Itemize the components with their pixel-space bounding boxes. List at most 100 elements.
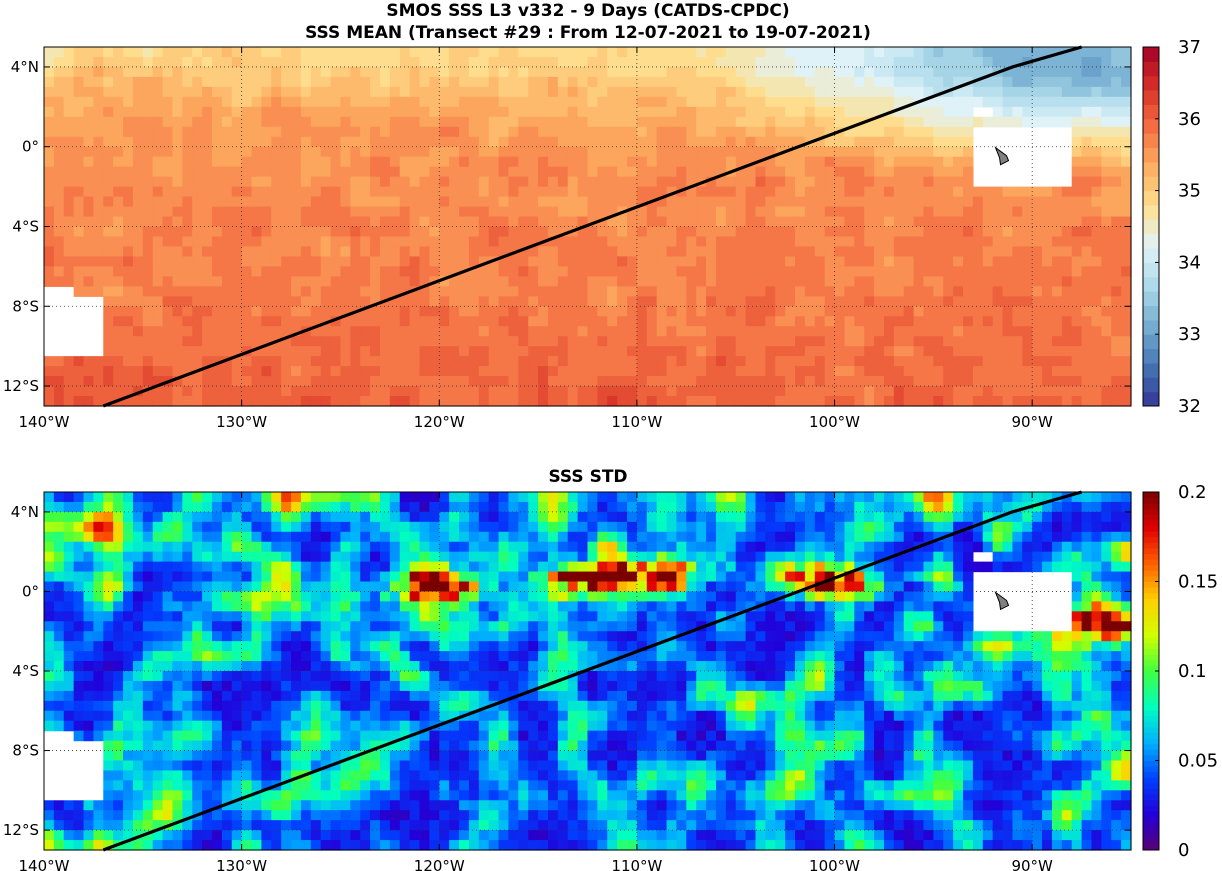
heatmap-cell xyxy=(864,386,875,397)
heatmap-cell xyxy=(923,66,934,78)
heatmap-cell xyxy=(399,356,411,367)
heatmap-cell xyxy=(340,336,351,347)
heatmap-cell xyxy=(241,316,253,327)
heatmap-cell xyxy=(785,336,796,347)
heatmap-cell xyxy=(874,551,885,563)
heatmap-cell xyxy=(547,551,559,563)
heatmap-cell xyxy=(123,56,134,68)
heatmap-cell xyxy=(795,356,806,367)
heatmap-cell xyxy=(271,296,282,307)
heatmap-cell xyxy=(775,396,786,407)
heatmap-cell xyxy=(607,296,618,307)
heatmap-cell xyxy=(538,286,549,297)
heatmap-cell xyxy=(449,126,460,138)
heatmap-cell xyxy=(646,186,658,198)
heatmap-cell xyxy=(656,246,668,258)
heatmap-cell xyxy=(1091,256,1102,267)
heatmap-cell xyxy=(1121,551,1132,563)
heatmap-cell xyxy=(468,126,480,138)
heatmap-cell xyxy=(1071,296,1083,307)
heatmap-cell xyxy=(735,296,747,307)
heatmap-cell xyxy=(577,136,589,148)
heatmap-cell xyxy=(745,186,757,198)
heatmap-cell xyxy=(696,47,707,58)
heatmap-cell xyxy=(63,236,75,248)
heatmap-cell xyxy=(53,86,65,98)
heatmap-cell xyxy=(547,492,559,503)
heatmap-cell xyxy=(53,246,65,258)
heatmap-cell xyxy=(824,96,836,108)
heatmap-cell xyxy=(202,66,213,78)
heatmap-cell xyxy=(1111,571,1122,583)
heatmap-cell xyxy=(172,106,183,118)
heatmap-cell xyxy=(735,196,747,208)
heatmap-cell xyxy=(982,356,994,367)
heatmap-cell xyxy=(696,166,707,178)
heatmap-cell xyxy=(656,126,668,138)
heatmap-cell xyxy=(360,356,371,367)
heatmap-cell xyxy=(192,492,203,503)
heatmap-cell xyxy=(271,396,282,407)
heatmap-cell xyxy=(211,126,223,138)
heatmap-cell xyxy=(231,521,243,533)
heatmap-cell xyxy=(1121,326,1132,337)
heatmap-cell xyxy=(577,156,589,168)
heatmap-cell xyxy=(706,366,717,377)
heatmap-cell xyxy=(172,126,183,138)
heatmap-cell xyxy=(854,356,865,367)
heatmap-cell xyxy=(557,266,569,277)
heatmap-cell xyxy=(439,521,450,533)
heatmap-cell xyxy=(686,236,697,248)
heatmap-cell xyxy=(676,86,687,98)
heatmap-cell xyxy=(755,316,766,327)
heatmap-cell xyxy=(597,216,608,228)
heatmap-cell xyxy=(123,106,134,118)
heatmap-cell xyxy=(567,571,579,583)
heatmap-cell xyxy=(449,56,460,68)
heatmap-cell xyxy=(281,306,292,317)
heatmap-cell xyxy=(330,176,342,188)
colorbar-swatch xyxy=(1143,305,1159,321)
heatmap-cell xyxy=(1071,276,1083,287)
heatmap-cell xyxy=(350,521,361,533)
heatmap-cell xyxy=(627,511,638,523)
heatmap-cell xyxy=(103,106,114,118)
heatmap-cell xyxy=(972,206,984,218)
heatmap-cell xyxy=(874,492,885,503)
heatmap-cell xyxy=(538,376,549,387)
heatmap-cell xyxy=(666,246,678,258)
heatmap-cell xyxy=(182,166,193,178)
heatmap-cell xyxy=(182,76,193,88)
heatmap-cell xyxy=(696,106,707,118)
heatmap-cell xyxy=(715,56,727,68)
heatmap-cell xyxy=(211,492,223,503)
heatmap-cell xyxy=(547,56,559,68)
heatmap-cell xyxy=(666,581,678,593)
heatmap-cell xyxy=(547,256,559,267)
heatmap-cell xyxy=(627,66,638,78)
heatmap-cell xyxy=(646,501,658,513)
heatmap-cell xyxy=(1051,86,1063,98)
heatmap-cell xyxy=(300,226,312,238)
heatmap-cell xyxy=(1111,176,1122,188)
heatmap-cell xyxy=(182,336,193,347)
heatmap-cell xyxy=(587,76,598,88)
heatmap-cell xyxy=(281,66,292,78)
heatmap-cell xyxy=(893,106,905,118)
heatmap-cell xyxy=(656,56,668,68)
heatmap-cell xyxy=(676,551,687,563)
heatmap-cell xyxy=(1022,521,1033,533)
heatmap-cell xyxy=(409,356,421,367)
heatmap-cell xyxy=(1091,492,1102,503)
heatmap-cell xyxy=(854,186,865,198)
heatmap-cell xyxy=(567,492,579,503)
heatmap-cell xyxy=(844,492,855,503)
heatmap-cell xyxy=(874,126,885,138)
heatmap-cell xyxy=(1022,386,1033,397)
heatmap-cell xyxy=(449,511,460,523)
heatmap-cell xyxy=(1051,266,1063,277)
heatmap-cell xyxy=(686,96,697,108)
heatmap-cell xyxy=(538,581,549,593)
heatmap-cell xyxy=(834,296,846,307)
heatmap-cell xyxy=(152,531,164,543)
